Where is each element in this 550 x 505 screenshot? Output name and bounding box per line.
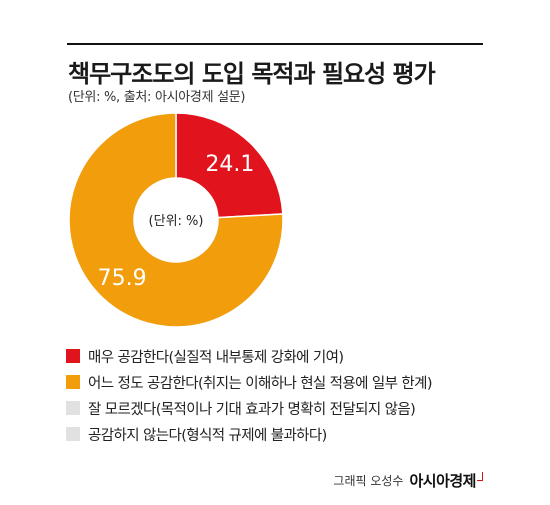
chart-subtitle: (단위: %, 출처: 아시아경제 설문) [68, 90, 246, 105]
donut-chart: 24.1 75.9 (단위: %) [68, 112, 284, 328]
legend-swatch [66, 401, 80, 415]
legend-item: 공감하지 않는다(형식적 규제에 불과하다) [66, 421, 432, 447]
legend-label: 어느 정도 공감한다(취지는 이해하나 현실 적용에 일부 한계) [88, 375, 433, 392]
pie-slice [68, 112, 284, 328]
legend-item: 어느 정도 공감한다(취지는 이해하나 현실 적용에 일부 한계) [66, 369, 433, 395]
legend-item: 매우 공감한다(실질적 내부통제 강화에 기여) [66, 343, 432, 369]
pie-slice [175, 112, 284, 219]
legend-item: 잘 모르겠다(목적이나 기대 효과가 명확히 전달되지 않음) [66, 395, 432, 421]
legend-label: 잘 모르겠다(목적이나 기대 효과가 명확히 전달되지 않음) [88, 401, 416, 418]
legend: 매우 공감한다(실질적 내부통제 강화에 기여) 어느 정도 공감한다(취지는 … [66, 343, 433, 447]
brand-mark-icon [477, 472, 483, 481]
slice-value-label: 24.1 [205, 152, 254, 177]
legend-label: 공감하지 않는다(형식적 규제에 불과하다) [88, 427, 327, 444]
chart-title: 책무구조도의 도입 목적과 필요성 평가 [68, 60, 436, 88]
slice-value-label: 75.9 [98, 266, 147, 291]
legend-swatch [66, 375, 80, 389]
legend-swatch [66, 427, 80, 441]
center-unit-label: (단위: %) [149, 214, 204, 229]
top-rule [67, 43, 483, 45]
legend-label: 매우 공감한다(실질적 내부통제 강화에 기여) [88, 349, 344, 366]
credit-text: 그래픽 오성수 [333, 474, 404, 488]
legend-swatch [66, 349, 80, 363]
brand-logo: 아시아경제 [409, 472, 476, 490]
credit: 그래픽 오성수 아시아경제 [333, 470, 483, 491]
